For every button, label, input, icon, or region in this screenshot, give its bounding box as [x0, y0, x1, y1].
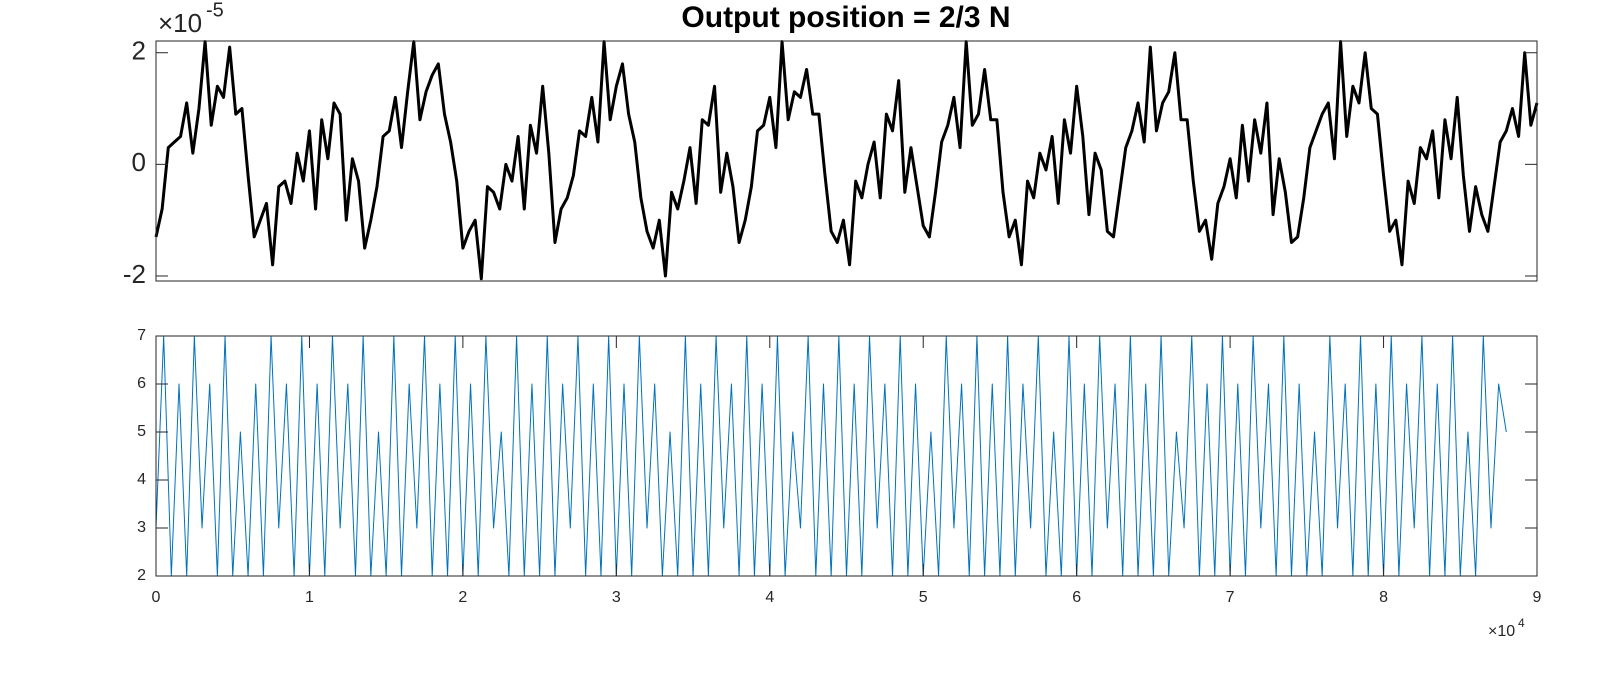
- data-line: [154, 40, 1539, 281]
- chart-title: Output position = 2/3 N: [681, 1, 1010, 34]
- axes-background: [156, 336, 1537, 576]
- y-tick-label: 0: [132, 147, 146, 177]
- y-tick-label: -2: [123, 259, 146, 289]
- x-tick-label: 6: [1072, 589, 1081, 606]
- y-tick-label: 6: [137, 375, 146, 392]
- y-tick-label: 4: [137, 471, 146, 488]
- y-tick-label: 5: [137, 423, 146, 440]
- y-multiplier-base: ×10: [158, 8, 202, 38]
- x-tick-label: 5: [919, 589, 928, 606]
- x-tick-label: 3: [612, 589, 621, 606]
- x-tick-label: 1: [305, 589, 314, 606]
- x-tick-label: 8: [1379, 589, 1388, 606]
- x-tick-label: 7: [1226, 589, 1235, 606]
- y-multiplier-exponent: -5: [206, 0, 224, 21]
- y-tick-label: 2: [137, 567, 146, 584]
- axes-frame: [155, 40, 1538, 282]
- y-tick-label: 3: [137, 519, 146, 536]
- y-tick-label: 7: [137, 327, 146, 344]
- x-multiplier-exponent: 4: [1518, 616, 1525, 630]
- axes-frame: [155, 335, 1538, 577]
- x-tick-label: 0: [152, 589, 161, 606]
- x-tick-label: 9: [1533, 589, 1542, 606]
- y-tick-label: 2: [132, 36, 146, 66]
- x-multiplier-base: ×10: [1488, 623, 1515, 640]
- x-tick-label: 2: [458, 589, 467, 606]
- x-tick-label: 4: [765, 589, 774, 606]
